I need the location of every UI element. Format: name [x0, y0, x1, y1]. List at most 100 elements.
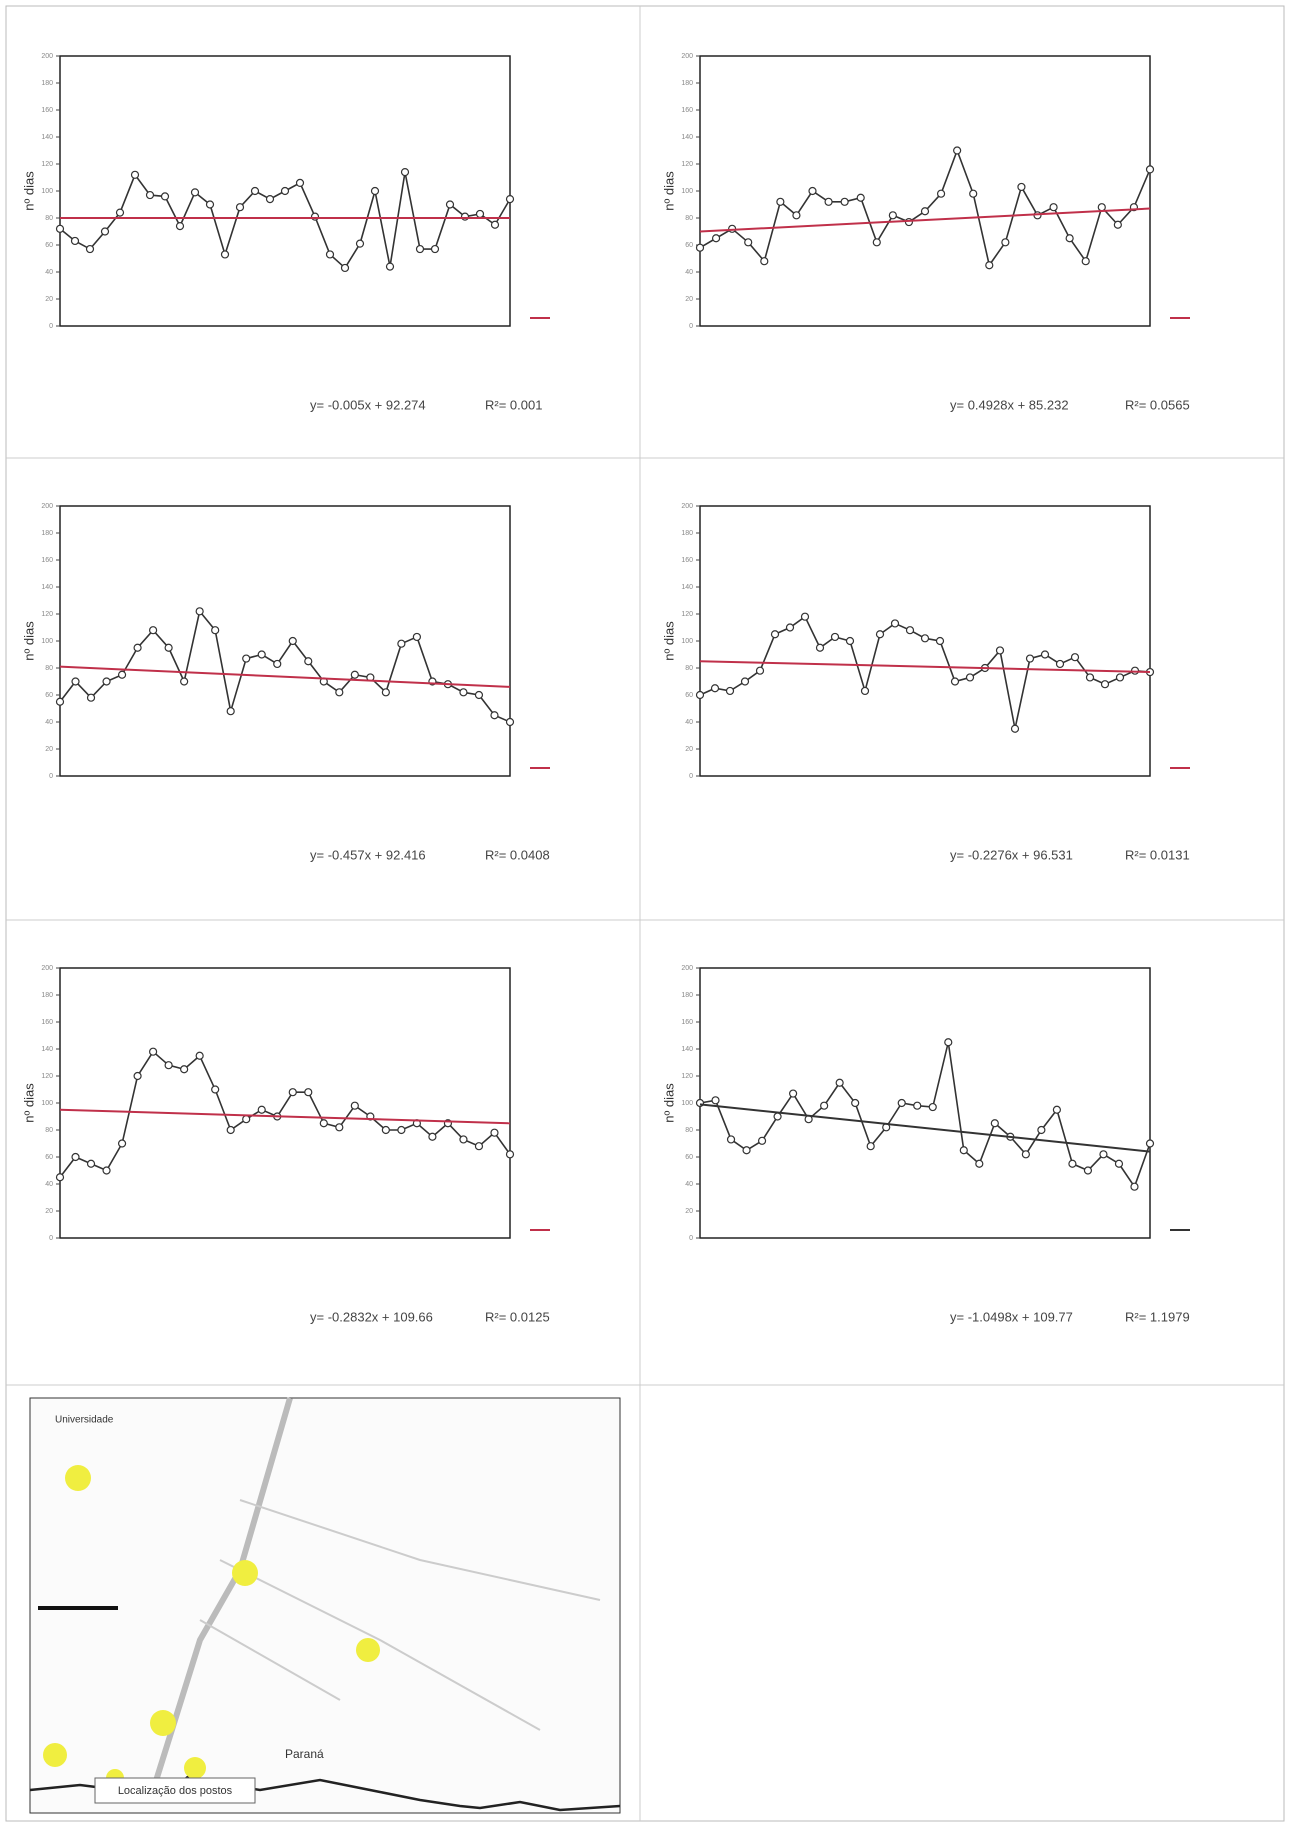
y-tick-label: 100 — [41, 188, 53, 195]
map-title: Localização dos postos — [118, 1785, 233, 1797]
y-tick-label: 160 — [681, 1019, 693, 1026]
data-point — [1081, 257, 1090, 266]
data-point — [860, 686, 870, 696]
data-point — [1113, 220, 1122, 229]
equation: y= -0.005x + 92.274 — [310, 397, 426, 412]
site — [232, 1560, 258, 1586]
data-point — [904, 217, 914, 227]
data-point — [160, 192, 170, 201]
data-point — [490, 220, 500, 229]
page-frame — [5, 5, 1285, 1822]
data-point — [205, 200, 215, 209]
data-point — [474, 690, 484, 700]
data-point — [102, 677, 111, 686]
r-squared: R²= 0.0408 — [485, 847, 550, 862]
y-axis-label: nº dias — [661, 621, 676, 661]
scale-bar — [38, 1606, 118, 1610]
data-point — [505, 1150, 515, 1159]
r-squared: R²= 0.001 — [485, 397, 542, 412]
y-tick-label: 160 — [41, 107, 53, 114]
data-point — [490, 1128, 499, 1137]
data-point — [190, 188, 200, 197]
y-tick-label: 0 — [689, 773, 693, 780]
y-tick-label: 60 — [685, 692, 693, 699]
data-point — [288, 636, 297, 646]
data-point — [944, 1038, 953, 1047]
y-tick-label: 140 — [681, 134, 693, 141]
data-point — [55, 224, 65, 233]
y-tick-label: 180 — [681, 80, 693, 87]
y-tick-label: 60 — [45, 1154, 53, 1161]
data-point — [71, 1152, 80, 1162]
trend-line — [699, 660, 1151, 674]
data-point — [415, 244, 425, 254]
equation: y= 0.4928x + 85.232 — [950, 397, 1069, 412]
y-tick-label: 200 — [681, 965, 693, 972]
y-tick-label: 80 — [45, 215, 53, 222]
site — [65, 1465, 91, 1491]
data-point — [397, 1125, 406, 1135]
data-point — [990, 1119, 999, 1128]
data-point — [86, 693, 96, 702]
data-point — [1145, 1139, 1155, 1148]
data-point — [117, 1139, 127, 1148]
r-squared: R²= 1.1979 — [1125, 1309, 1190, 1324]
data-point — [1114, 1159, 1124, 1168]
y-tick-label: 120 — [681, 161, 693, 168]
plot-frame — [699, 967, 1151, 1239]
data-point — [725, 686, 735, 696]
data-point — [935, 636, 945, 646]
data-line — [59, 171, 511, 270]
data-point — [1097, 203, 1106, 212]
map-title-box — [94, 1777, 256, 1804]
data-point — [1130, 1182, 1139, 1191]
data-point — [710, 684, 720, 693]
y-tick-label: 100 — [41, 1100, 53, 1107]
data-point — [273, 659, 282, 669]
y-tick-label: 180 — [41, 992, 53, 999]
data-point — [711, 1096, 720, 1105]
data-point — [265, 195, 275, 204]
data-point — [1055, 659, 1065, 669]
data-line — [699, 615, 1151, 729]
data-point — [257, 1105, 266, 1114]
y-tick-label: 60 — [685, 1154, 693, 1161]
data-point — [1049, 203, 1058, 212]
data-point — [1010, 724, 1020, 733]
data-point — [866, 1142, 875, 1151]
y-tick-label: 0 — [49, 773, 53, 780]
data-point — [815, 643, 825, 652]
data-point — [757, 1136, 767, 1145]
y-tick-label: 180 — [41, 80, 53, 87]
data-point — [350, 1101, 359, 1110]
y-tick-label: 140 — [41, 134, 53, 141]
data-point — [711, 234, 721, 243]
data-point — [86, 1159, 96, 1168]
data-point — [920, 634, 930, 643]
data-point — [760, 257, 769, 266]
data-point — [335, 688, 344, 697]
data-point — [695, 243, 705, 252]
data-point — [965, 673, 975, 682]
data-point — [953, 146, 962, 155]
data-point — [1099, 1150, 1108, 1159]
data-point — [1070, 653, 1080, 662]
data-point — [840, 197, 849, 206]
data-point — [133, 1071, 142, 1081]
y-tick-label: 40 — [685, 719, 693, 726]
data-point — [1083, 1166, 1093, 1175]
r-squared: R²= 0.0131 — [1125, 847, 1190, 862]
data-point — [897, 1098, 906, 1108]
data-point — [459, 1135, 468, 1144]
data-point — [890, 619, 900, 628]
y-tick-label: 20 — [685, 1208, 693, 1215]
data-point — [130, 170, 140, 179]
data-point — [149, 626, 158, 635]
data-point — [460, 212, 470, 221]
data-point — [1068, 1159, 1077, 1168]
data-point — [995, 646, 1005, 655]
y-tick-label: 40 — [45, 719, 53, 726]
data-point — [872, 238, 881, 247]
data-point — [985, 261, 994, 270]
equation: y= -0.2832x + 109.66 — [310, 1309, 433, 1324]
